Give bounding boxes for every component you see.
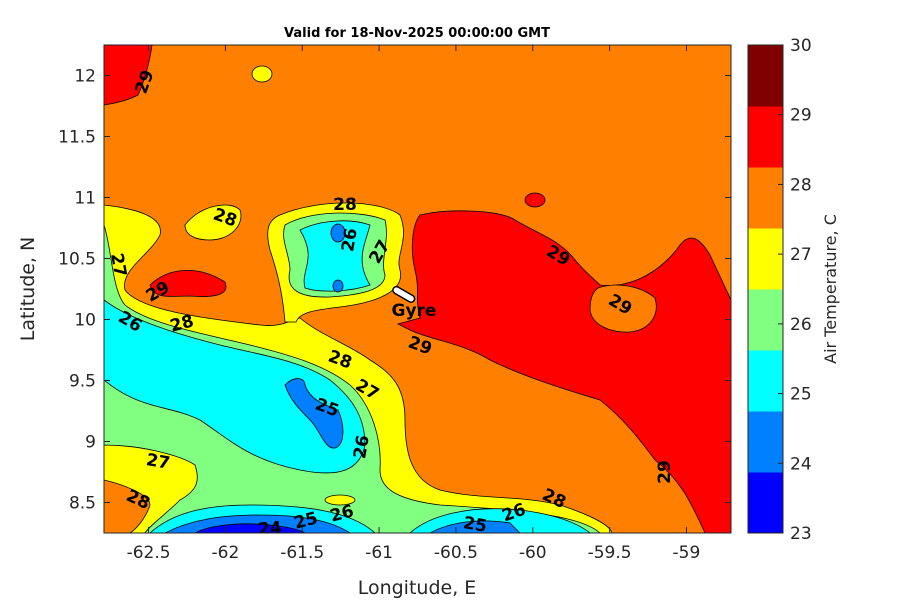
y-tick-label: 11 bbox=[74, 189, 96, 209]
region-26-west bbox=[104, 224, 601, 533]
contour-label: 25 bbox=[462, 513, 489, 537]
region-23-south bbox=[194, 523, 306, 533]
colorbar-tick-label: 29 bbox=[790, 106, 812, 126]
contour-label: 24 bbox=[257, 518, 282, 540]
colorbar-tick-label: 23 bbox=[790, 524, 812, 544]
x-tick-label: -60 bbox=[519, 543, 547, 563]
x-tick-label: -59 bbox=[673, 543, 701, 563]
colorbar-band bbox=[748, 411, 783, 473]
y-tick-label: 9 bbox=[85, 433, 96, 453]
region-27-south-blob bbox=[324, 494, 356, 506]
colorbar-tick-label: 26 bbox=[790, 315, 812, 335]
colorbar-tick-label: 27 bbox=[790, 245, 812, 265]
contour-label: 26 bbox=[350, 434, 374, 461]
region-29-topleft bbox=[104, 45, 153, 106]
x-axis: -62.5 -62 -61.5 -61 -60.5 -60 -59.5 -59 bbox=[127, 45, 701, 563]
gyre-marker bbox=[392, 285, 416, 303]
y-tick-label: 10 bbox=[74, 311, 96, 331]
region-29-blob bbox=[524, 192, 546, 208]
region-27-north bbox=[184, 204, 242, 241]
y-tick-label: 10.5 bbox=[58, 250, 96, 270]
x-tick-label: -61.5 bbox=[280, 543, 324, 563]
region-24-center-b bbox=[332, 279, 344, 293]
colorbar-frame bbox=[747, 44, 784, 534]
y-tick-label: 8.5 bbox=[69, 494, 96, 514]
x-tick-label: -60.5 bbox=[434, 543, 478, 563]
y-tick-label: 11.5 bbox=[58, 128, 96, 148]
colorbar-tick-label: 25 bbox=[790, 385, 812, 405]
colorbar-tick-label: 30 bbox=[790, 36, 812, 56]
colorbar-band bbox=[748, 45, 783, 107]
contour-label: 29 bbox=[655, 460, 675, 484]
colorbar-label: Air Temperature, C bbox=[821, 214, 840, 364]
region-28-southwest bbox=[104, 479, 151, 533]
gyre-label: Gyre bbox=[392, 301, 437, 321]
region-28-island bbox=[589, 284, 657, 333]
x-tick-label: -62.5 bbox=[127, 543, 171, 563]
region-24-southeast bbox=[429, 520, 521, 533]
y-tick-label: 12 bbox=[74, 67, 96, 87]
y-axis-label: Latitude, N bbox=[17, 237, 39, 342]
colorbar-band bbox=[748, 106, 783, 168]
region-25-center bbox=[299, 220, 371, 292]
x-tick-label: -62 bbox=[212, 543, 240, 563]
x-tick-label: -59.5 bbox=[588, 543, 632, 563]
region-27-blob bbox=[251, 65, 273, 83]
x-axis-label: Longitude, E bbox=[358, 577, 477, 599]
contour-label: 27 bbox=[145, 450, 172, 474]
colorbar: 23 24 25 26 27 28 29 30 bbox=[748, 36, 812, 544]
colorbar-tick-label: 28 bbox=[790, 175, 812, 195]
contour-label: 26 bbox=[338, 227, 362, 254]
colorbar-tick-label: 24 bbox=[790, 454, 812, 474]
region-29-east bbox=[396, 210, 731, 533]
region-24-west bbox=[284, 378, 344, 449]
colorbar-band bbox=[748, 167, 783, 229]
region-29-left-blob bbox=[149, 269, 227, 297]
contour-label: 28 bbox=[333, 195, 357, 215]
colorbar-band bbox=[748, 228, 783, 290]
contour-label: 27 bbox=[106, 252, 130, 279]
region-25-west bbox=[104, 299, 366, 474]
colorbar-band bbox=[748, 350, 783, 412]
colorbar-band bbox=[748, 472, 783, 534]
x-tick-label: -61 bbox=[365, 543, 393, 563]
chart-title: Valid for 18-Nov-2025 00:00:00 GMT bbox=[284, 26, 550, 41]
y-axis: 8.5 9 9.5 10 10.5 11 11.5 12 bbox=[58, 67, 731, 514]
region-24-center-a bbox=[330, 223, 346, 243]
y-tick-label: 9.5 bbox=[69, 372, 96, 392]
plot-frame bbox=[103, 44, 732, 534]
colorbar-band bbox=[748, 289, 783, 351]
